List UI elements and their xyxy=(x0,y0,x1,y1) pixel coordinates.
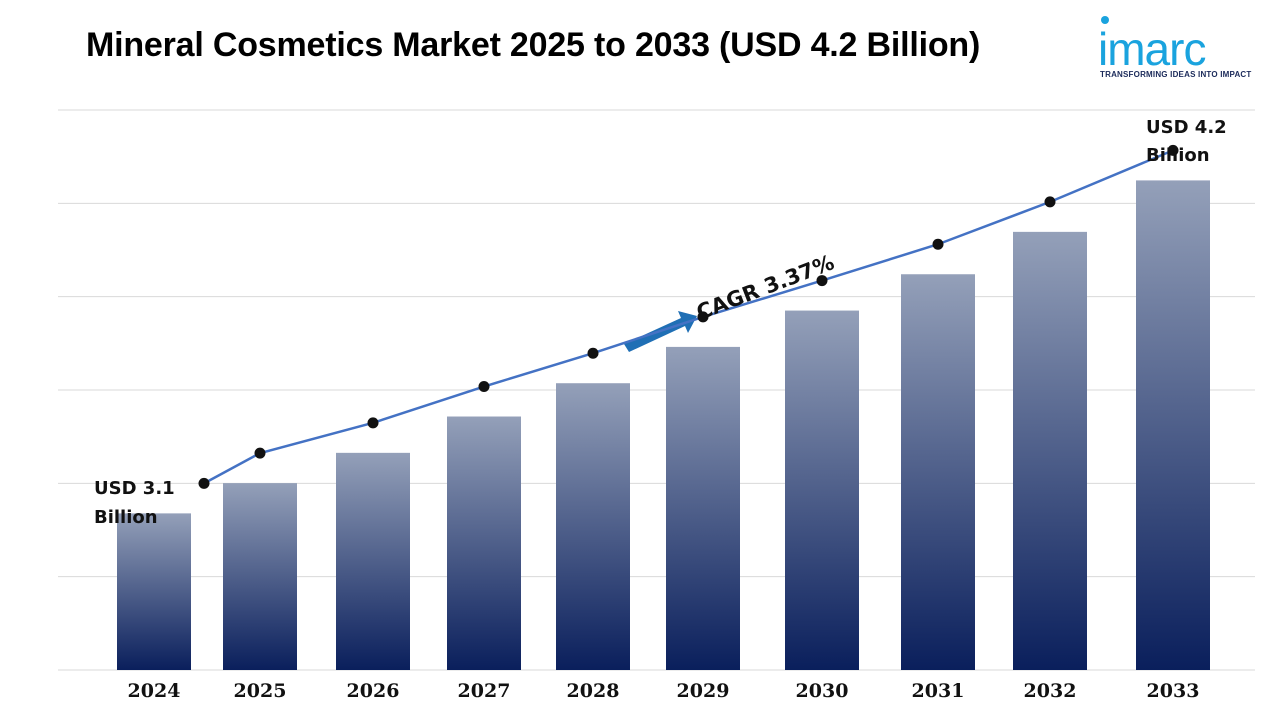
trend-line xyxy=(198,144,1179,489)
start-value-label: USD 3.1 xyxy=(94,478,175,499)
bar-2031 xyxy=(901,274,975,670)
end-unit-label: Billion xyxy=(1146,145,1210,166)
bar-2025 xyxy=(223,483,297,670)
bar-2033 xyxy=(1136,180,1210,671)
bar-2026 xyxy=(336,452,410,670)
marker-2028 xyxy=(587,347,599,359)
tick-2028: 2028 xyxy=(567,680,620,702)
logo-wordmark: imarc xyxy=(1098,23,1206,75)
tick-2024: 2024 xyxy=(128,680,181,702)
marker-2026 xyxy=(367,417,379,429)
bars xyxy=(117,180,1210,671)
chart-title: Mineral Cosmetics Market 2025 to 2033 (U… xyxy=(86,26,981,64)
bar-2029 xyxy=(666,346,740,670)
marker-2033 xyxy=(1167,144,1179,156)
imarc-logo: imarc TRANSFORMING IDEAS INTO IMPACT xyxy=(1098,16,1258,82)
tick-2032: 2032 xyxy=(1024,680,1077,702)
tick-2027: 2027 xyxy=(458,680,511,702)
logo-tagline: TRANSFORMING IDEAS INTO IMPACT xyxy=(1100,70,1252,79)
bar-2032 xyxy=(1013,231,1087,670)
bar-2028 xyxy=(556,383,630,670)
tick-2030: 2030 xyxy=(796,680,849,702)
tick-2031: 2031 xyxy=(912,680,965,702)
tick-2025: 2025 xyxy=(234,680,287,702)
marker-2029 xyxy=(697,311,709,323)
marker-2027 xyxy=(478,381,490,393)
x-axis-ticks: 2024 2025 2026 2027 2028 2029 2030 2031 2032 2033 xyxy=(128,680,1200,702)
tick-2029: 2029 xyxy=(677,680,730,702)
trend-polyline xyxy=(203,149,1174,485)
bar-2027 xyxy=(447,416,521,670)
marker-2032 xyxy=(1044,196,1056,208)
marker-2025 xyxy=(254,447,266,459)
marker-2024 xyxy=(198,477,210,489)
marker-2030 xyxy=(816,275,828,287)
start-unit-label: Billion xyxy=(94,507,158,528)
tick-2033: 2033 xyxy=(1147,680,1200,702)
end-value-label: USD 4.2 xyxy=(1146,117,1227,138)
bar-2030 xyxy=(785,310,859,670)
logo-dot xyxy=(1101,16,1109,24)
marker-2031 xyxy=(932,238,944,250)
tick-2026: 2026 xyxy=(347,680,400,702)
bar-2024 xyxy=(117,513,191,670)
